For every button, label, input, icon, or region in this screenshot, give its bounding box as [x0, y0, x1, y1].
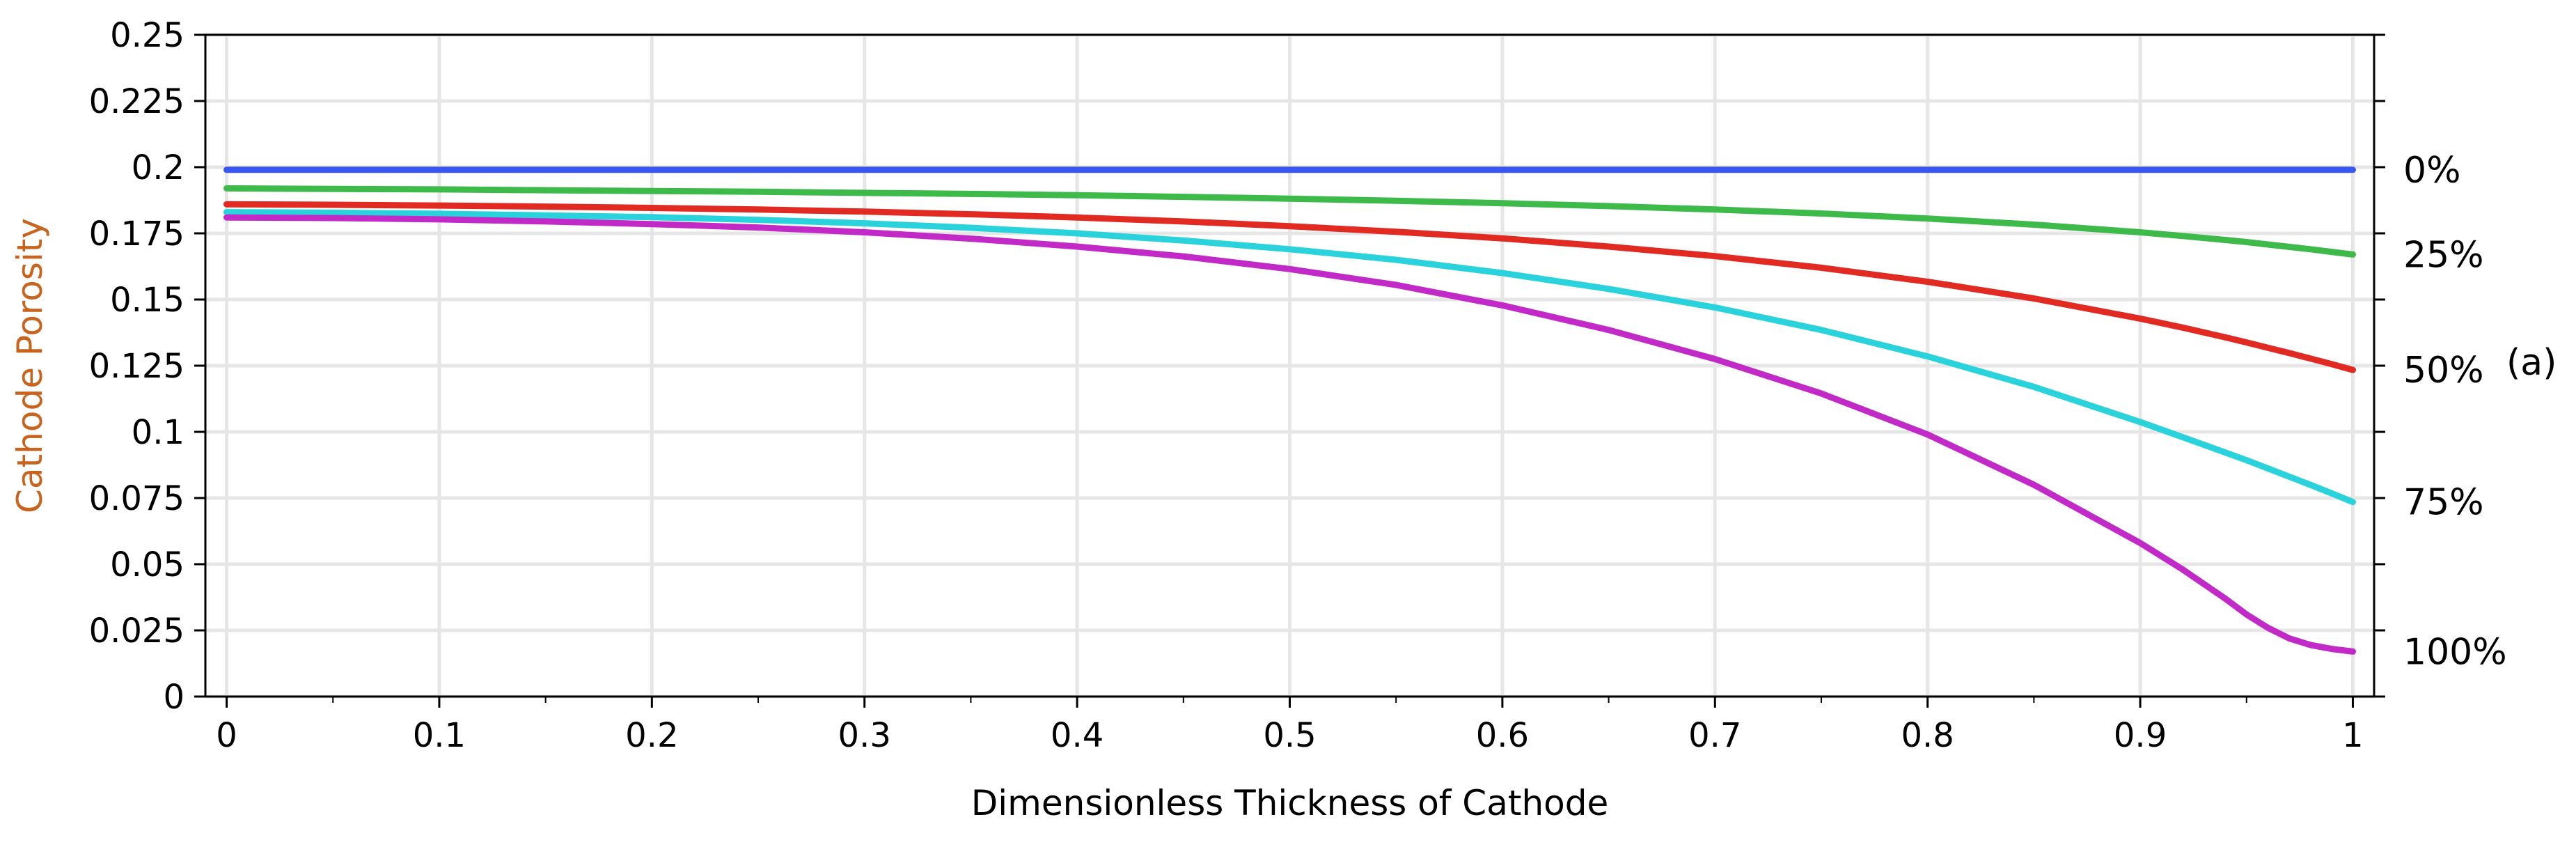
y-tick-label: 0.1 [132, 413, 184, 452]
y-axis-title: Cathode Porosity [10, 218, 50, 513]
x-tick-label: 0.5 [1263, 716, 1316, 755]
x-tick-label: 0.7 [1688, 716, 1741, 755]
axes: 0 0.1 0.2 0.3 0.4 0.5 0.6 0.7 0.8 0.9 1 0 0.025 0.05 0… [89, 16, 2385, 755]
y-tick-label: 0.15 [110, 281, 184, 320]
x-tick-label: 0.6 [1476, 716, 1529, 755]
x-tick-label: 0.1 [413, 716, 466, 755]
series-line-100pct [223, 214, 2356, 655]
x-tick-label: 0 [216, 716, 237, 755]
x-tick-label: 0.8 [1901, 716, 1954, 755]
y-tick-label: 0.225 [89, 82, 184, 121]
y-tick-label: 0.075 [89, 479, 184, 518]
panel-label: (a) [2506, 342, 2557, 384]
y-tick-label: 0 [163, 678, 184, 717]
y-tick-label: 0.175 [89, 215, 184, 254]
x-tick-label: 1 [2342, 716, 2364, 755]
x-tick-label: 0.9 [2114, 716, 2167, 755]
series-end-label: 50% [2403, 350, 2484, 391]
series-line-25pct [223, 185, 2356, 258]
x-axis-title: Dimensionless Thickness of Cathode [971, 783, 1608, 823]
series-end-label: 100% [2403, 631, 2507, 673]
series-end-labels: 0% 25% 50% 75% 100% [2403, 150, 2507, 674]
series-line-50pct [223, 201, 2356, 373]
y-tick-label: 0.125 [89, 347, 184, 386]
series-line-75pct [223, 209, 2356, 506]
x-tick-label: 0.3 [838, 716, 891, 755]
y-tick-label: 0.25 [110, 16, 184, 55]
x-tick-label: 0.4 [1051, 716, 1104, 755]
y-tick-label: 0.025 [89, 612, 184, 651]
series-end-label: 0% [2403, 150, 2461, 192]
series-end-label: 25% [2403, 234, 2484, 276]
y-tick-label: 0.05 [110, 545, 184, 584]
series-end-label: 75% [2403, 482, 2484, 524]
y-tick-label: 0.2 [132, 148, 184, 187]
series-lines [223, 166, 2356, 655]
x-tick-label: 0.2 [625, 716, 678, 755]
